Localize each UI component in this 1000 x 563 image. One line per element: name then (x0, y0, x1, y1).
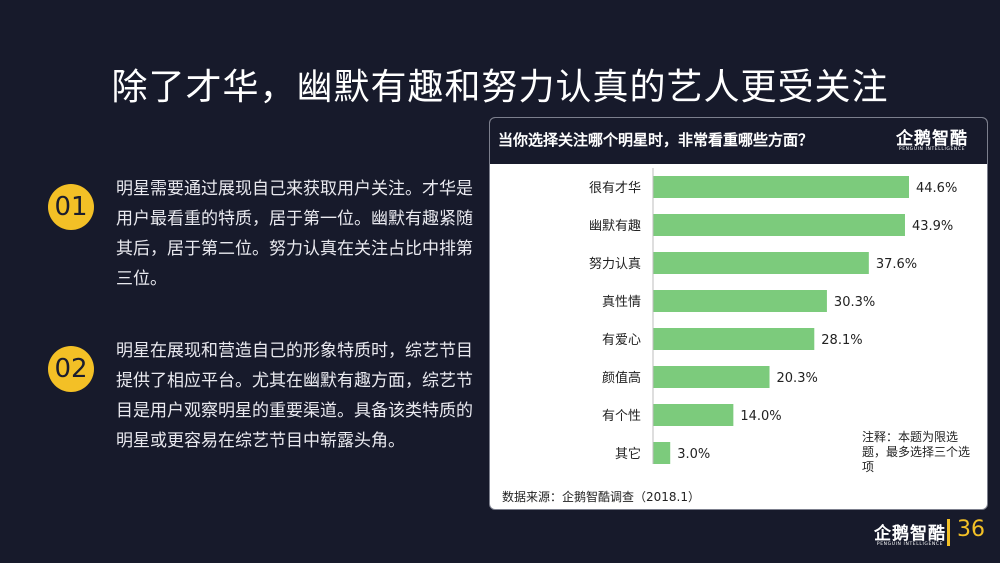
logo-mark: 企鹅智酷 (874, 524, 946, 544)
bar (653, 214, 905, 236)
point-text: 明星在展现和营造自己的形象特质时，综艺节目提供了相应平台。尤其在幽默有趣方面，综… (116, 341, 473, 451)
bar (653, 176, 910, 198)
value-label: 44.6% (916, 181, 957, 196)
bar (653, 366, 770, 388)
logo-subtitle: PENGUIN INTELLIGENCE (898, 147, 966, 152)
category-label: 有爱心 (602, 333, 641, 348)
bar (653, 290, 827, 312)
bar (653, 442, 671, 464)
page-number-divider (947, 519, 950, 546)
point-text: 明星需要通过展现自己来获取用户关注。才华是用户最看重的特质，居于第一位。幽默有趣… (116, 179, 473, 289)
chart-header: 当你选择关注哪个明星时，非常看重哪些方面？ 企鹅智酷 PENGUIN INTEL… (490, 118, 987, 164)
logo-mark: 企鹅智酷 (896, 129, 968, 149)
value-label: 37.6% (876, 257, 917, 272)
category-label: 幽默有趣 (589, 218, 641, 234)
footer-logo: 企鹅智酷 PENGUIN INTELLIGENCE (874, 519, 946, 547)
category-label: 其它 (615, 446, 641, 462)
value-label: 43.9% (912, 219, 953, 234)
bar (653, 252, 869, 274)
value-label: 20.3% (777, 371, 818, 386)
page-title: 除了才华，幽默有趣和努力认真的艺人更受关注 (111, 67, 889, 108)
category-label: 努力认真 (589, 257, 641, 272)
value-label: 30.3% (834, 295, 875, 310)
category-label: 真性情 (602, 295, 641, 310)
point-number-badge: 01 (48, 184, 94, 230)
value-label: 14.0% (740, 409, 781, 424)
chart-panel: 当你选择关注哪个明星时，非常看重哪些方面？ 企鹅智酷 PENGUIN INTEL… (489, 117, 988, 510)
penguin-logo: 企鹅智酷 PENGUIN INTELLIGENCE (896, 124, 968, 152)
page-number: 36 (957, 517, 985, 542)
point-number-badge: 02 (48, 346, 94, 392)
bar (653, 404, 734, 426)
bar (653, 328, 815, 350)
category-label: 很有才华 (589, 181, 641, 196)
chart-title: 当你选择关注哪个明星时，非常看重哪些方面？ (498, 131, 814, 149)
chart-source: 数据来源：企鹅智酷调查（2018.1） (502, 490, 700, 504)
value-label: 3.0% (677, 447, 710, 462)
value-label: 28.1% (821, 333, 862, 348)
bar-chart: 很有才华 44.6% 幽默有趣 43.9% 努力认真 37.6% 真性情 30.3% 有爱心 28… (589, 168, 957, 464)
category-label: 颜值高 (602, 370, 641, 386)
logo-subtitle: PENGUIN INTELLIGENCE (876, 542, 944, 547)
chart-note: 注释：本题为限选题，最多选择三个选项 (862, 430, 971, 474)
category-label: 有个性 (602, 409, 641, 424)
